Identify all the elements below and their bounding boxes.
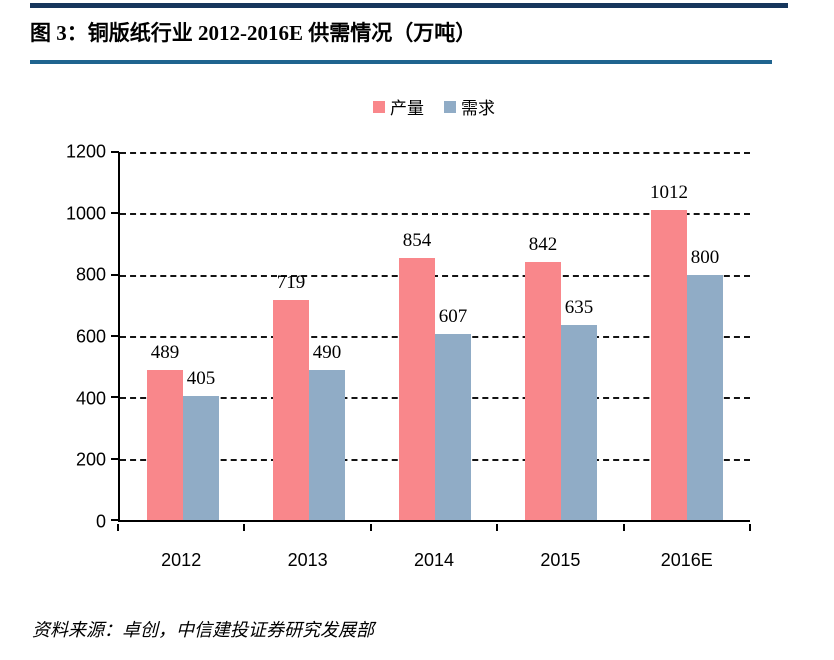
figure-title-rule [30, 60, 772, 64]
bar-value-label: 405 [186, 367, 216, 389]
y-axis-tick-label: 1000 [65, 203, 106, 224]
legend-swatch-icon [373, 100, 385, 113]
bar-2015-series1 [561, 325, 597, 520]
y-axis-tick [111, 396, 119, 399]
bar-2012-series1 [183, 395, 219, 520]
y-axis-tick [111, 335, 119, 337]
bar-value-label: 719 [276, 271, 306, 293]
bar-value-label: 1012 [650, 181, 688, 203]
bar-2015-series0 [525, 261, 561, 520]
x-axis-tick [369, 524, 372, 531]
x-axis-tick [243, 524, 246, 531]
x-axis-tick [117, 524, 119, 531]
bar-value-label: 490 [312, 341, 342, 363]
x-category-label: 2012 [161, 550, 202, 570]
legend-label: 产量 [390, 99, 424, 118]
y-axis-tick [111, 457, 119, 460]
plot-area: 489 405 719 490 854 607 842 635 1012 800 [111, 151, 750, 522]
legend-item-1: 需求 [444, 94, 495, 119]
y-axis-tick [111, 212, 119, 215]
source-line: 资料来源：卓创，中信建投证券研究发展部 [32, 620, 374, 640]
bar-2016E-series1 [687, 274, 723, 520]
x-axis: 2012 2013 2014 2015 2016E [117, 524, 751, 584]
bar-2014-series1 [435, 333, 471, 520]
gridline [120, 274, 750, 277]
bar-value-label: 607 [438, 305, 468, 327]
figure-title: 图 3：铜版纸行业 2012-2016E 供需情况（万吨） [30, 21, 477, 45]
y-axis-tick-label: 400 [75, 388, 106, 409]
x-axis-tick [622, 524, 625, 531]
x-category-label: 2016E [660, 550, 713, 570]
bar-2013-series1 [309, 369, 345, 520]
legend-item-0: 产量 [373, 94, 424, 119]
figure-top-rule [30, 3, 788, 8]
y-axis-tick-label: 600 [75, 326, 106, 347]
y-axis-tick-label: 1200 [65, 141, 106, 162]
y-axis-tick-label: 800 [75, 264, 106, 285]
bar-value-label: 489 [150, 342, 180, 364]
bar-value-label: 854 [402, 230, 432, 252]
legend-swatch-icon [444, 100, 456, 113]
legend: 产量 需求 [118, 94, 750, 119]
x-category-label: 2015 [540, 550, 581, 570]
bar-value-label: 635 [564, 297, 594, 319]
x-axis-tick [496, 524, 499, 531]
x-axis-tick [749, 524, 751, 531]
bar-value-label: 842 [528, 233, 558, 255]
y-axis-tick [111, 519, 119, 521]
gridline [120, 213, 750, 216]
y-axis-tick [111, 151, 119, 153]
bar-2016E-series0 [651, 209, 687, 520]
bar-2012-series0 [147, 370, 183, 520]
bar-2013-series0 [273, 299, 309, 520]
gridline [120, 152, 750, 154]
y-axis-tick-label: 0 [95, 511, 106, 532]
y-axis-tick-label: 200 [75, 449, 106, 470]
bar-2014-series0 [399, 258, 435, 520]
legend-label: 需求 [461, 99, 495, 118]
x-category-label: 2013 [287, 550, 328, 570]
y-axis: 0 200 400 600 800 1000 1200 [0, 142, 106, 532]
x-category-label: 2014 [413, 550, 455, 570]
bar-value-label: 800 [690, 246, 720, 268]
y-axis-tick [111, 273, 119, 276]
